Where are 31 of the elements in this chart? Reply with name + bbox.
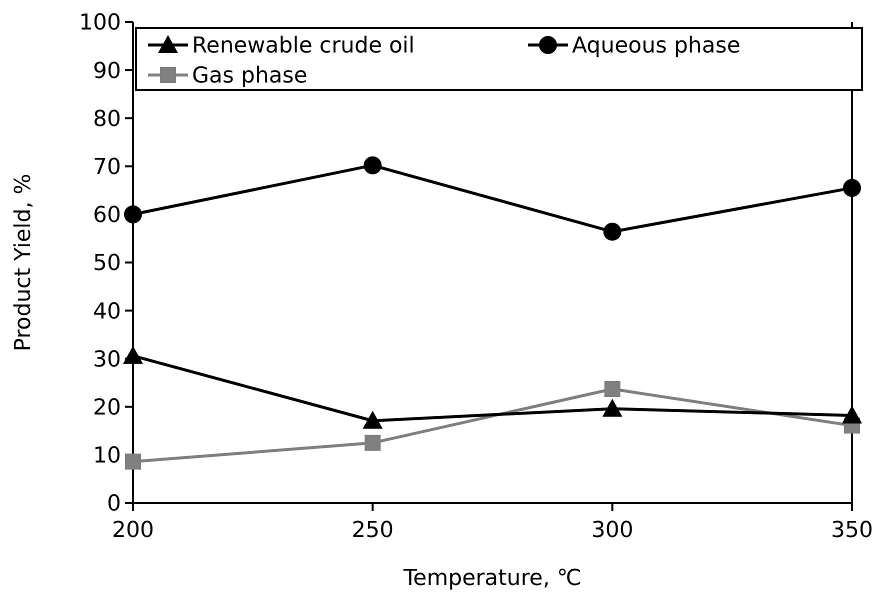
point <box>602 398 622 417</box>
y-tick-label: 40 <box>93 299 121 324</box>
point <box>843 178 861 197</box>
legend-label: Aqueous phase <box>572 34 740 59</box>
x-tick-label: 250 <box>352 518 394 543</box>
x-tick-label: 350 <box>831 518 873 543</box>
x-tick-label: 200 <box>112 518 154 543</box>
y-tick-label: 60 <box>93 203 121 228</box>
y-tick-label: 100 <box>79 10 121 36</box>
point <box>364 434 381 451</box>
point <box>842 405 862 424</box>
point <box>364 156 382 174</box>
y-axis-title: Product Yield, % <box>11 174 36 352</box>
y-tick-label: 70 <box>93 155 121 180</box>
point <box>124 205 142 224</box>
y-tick-label: 80 <box>93 106 121 132</box>
y-tick-label: 20 <box>93 396 121 420</box>
y-tick-label: 30 <box>93 347 121 372</box>
point <box>125 454 141 470</box>
point <box>123 346 143 364</box>
y-tick-label: 50 <box>93 251 121 276</box>
y-tick-label: 0 <box>107 492 121 517</box>
x-tick-label: 300 <box>591 518 634 543</box>
legend-label: Renewable crude oil <box>192 34 415 59</box>
y-tick-label: 10 <box>93 444 121 469</box>
point <box>362 410 383 429</box>
point <box>604 381 620 398</box>
y-tick-label: 90 <box>93 58 121 84</box>
legend-label: Gas phase <box>192 64 308 89</box>
x-axis-title: Temperature, ℃ <box>402 566 582 591</box>
point <box>603 222 622 241</box>
